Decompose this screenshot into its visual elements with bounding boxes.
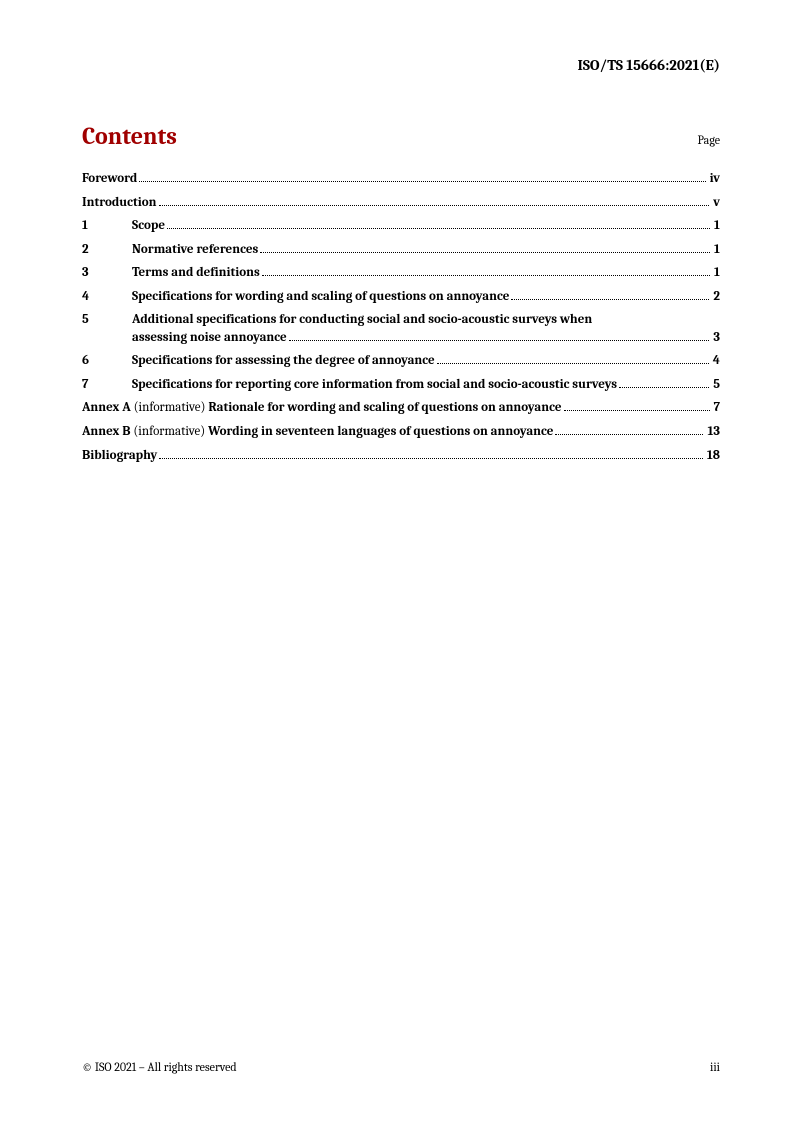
toc-leader xyxy=(159,205,710,206)
toc-entry: Introduction v xyxy=(82,194,720,212)
toc-page-number: 18 xyxy=(705,447,720,465)
toc-entry: Foreword iv xyxy=(82,170,720,188)
toc-title: Foreword xyxy=(82,170,137,188)
toc-section-number: 5 xyxy=(82,311,132,329)
toc-entry: 4Specifications for wording and scaling … xyxy=(82,288,720,306)
toc-leader xyxy=(260,252,710,253)
toc-section-number: 6 xyxy=(82,352,132,370)
toc-title: Specifications for reporting core inform… xyxy=(132,376,617,394)
toc-section-number: 1 xyxy=(82,217,132,235)
toc-title: Introduction xyxy=(82,194,157,212)
toc-page-number: 1 xyxy=(712,217,720,235)
toc-title: Annex A (informative) Rationale for word… xyxy=(82,399,562,417)
toc-section-number: 3 xyxy=(82,264,132,282)
toc-leader xyxy=(262,275,710,276)
toc-page-number: 4 xyxy=(711,352,720,370)
toc-page-number: 2 xyxy=(711,288,720,306)
toc-leader xyxy=(437,363,709,364)
contents-header: Contents Page xyxy=(82,122,720,150)
toc-entry: Annex B (informative) Wording in sevente… xyxy=(82,423,720,441)
page-label: Page xyxy=(698,133,720,147)
toc-page-number: 1 xyxy=(712,264,720,282)
toc-title: Bibliography xyxy=(82,447,157,465)
toc-title: Terms and definitions xyxy=(132,264,260,282)
toc-section-number: 4 xyxy=(82,288,132,306)
toc-entry: 7Specifications for reporting core infor… xyxy=(82,376,720,394)
toc-page-number: 5 xyxy=(711,376,720,394)
toc-page-number: v xyxy=(711,194,720,212)
toc-page-number: 13 xyxy=(705,423,720,441)
toc-entry: 3Terms and definitions 1 xyxy=(82,264,720,282)
toc-page-number: 7 xyxy=(712,399,720,417)
toc-entry: Annex A (informative) Rationale for word… xyxy=(82,399,720,417)
toc-entry: 1Scope1 xyxy=(82,217,720,235)
toc-leader xyxy=(564,410,710,411)
toc-leader xyxy=(619,387,709,388)
toc-title: Specifications for assessing the degree … xyxy=(132,352,435,370)
toc-title-line: assessing noise annoyance xyxy=(132,329,287,347)
contents-title: Contents xyxy=(82,122,177,150)
toc-page-number: 1 xyxy=(712,241,720,259)
toc-title: Scope xyxy=(132,217,165,235)
toc-entry: Bibliography 18 xyxy=(82,447,720,465)
toc-title: Normative references xyxy=(132,241,258,259)
toc-section-number: 2 xyxy=(82,241,132,259)
toc-page-number: 3 xyxy=(711,329,720,347)
toc-leader xyxy=(289,340,710,341)
table-of-contents: ForewordivIntroductionv1Scope12Normative… xyxy=(82,170,720,464)
toc-leader xyxy=(167,228,710,229)
toc-entry: 6Specifications for assessing the degree… xyxy=(82,352,720,370)
page-footer: © ISO 2021 – All rights reserved iii xyxy=(82,1060,720,1074)
footer-copyright: © ISO 2021 – All rights reserved xyxy=(82,1060,237,1074)
toc-leader xyxy=(511,299,709,300)
toc-title-line: Additional specifications for conducting… xyxy=(132,311,720,329)
footer-page-number: iii xyxy=(710,1060,720,1074)
toc-page-number: iv xyxy=(708,170,720,188)
toc-entry: 2Normative references 1 xyxy=(82,241,720,259)
toc-leader xyxy=(555,434,703,435)
toc-section-number: 7 xyxy=(82,376,132,394)
toc-entry: 5Additional specifications for conductin… xyxy=(82,311,720,346)
toc-leader xyxy=(159,458,703,459)
document-header: ISO/TS 15666:2021(E) xyxy=(82,56,720,74)
toc-leader xyxy=(139,181,705,182)
toc-title: Annex B (informative) Wording in sevente… xyxy=(82,423,553,441)
toc-title: Specifications for wording and scaling o… xyxy=(132,288,509,306)
